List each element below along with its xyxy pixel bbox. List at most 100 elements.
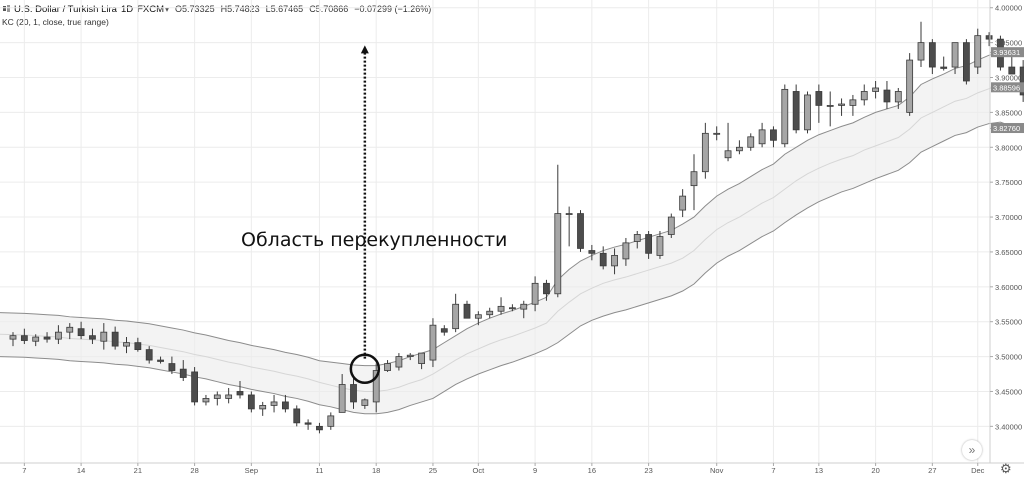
- candle-body: [679, 195, 687, 211]
- price-axis[interactable]: 4.00000 3.95000 3.90000 3.85000 3.80000 3.750…: [989, 0, 1022, 463]
- candle-body: [191, 371, 199, 403]
- gear-icon[interactable]: ⚙: [1000, 461, 1012, 476]
- price-label-text: 3.88596: [993, 83, 1020, 92]
- candle-body: [713, 132, 721, 135]
- time-tick-label: 14: [77, 466, 85, 475]
- candle-body: [452, 303, 460, 330]
- ohlc-change: −0.07299 (−1.26%): [354, 4, 432, 14]
- candle-body: [531, 282, 539, 305]
- candle-body: [781, 88, 789, 145]
- candle-body: [77, 328, 85, 337]
- time-tick-label: 16: [588, 466, 596, 475]
- candle-body: [770, 129, 777, 141]
- candle-body: [963, 42, 970, 82]
- time-tick-label: 23: [644, 466, 652, 475]
- time-tick-label: Nov: [710, 466, 724, 475]
- price-tick-label: 3.90000: [995, 74, 1022, 83]
- candles-icon[interactable]: [2, 4, 11, 13]
- candle-body: [100, 331, 108, 342]
- candle-body: [736, 146, 743, 152]
- time-tick-label: 25: [429, 466, 437, 475]
- candle-body: [157, 359, 164, 362]
- candle-body: [611, 255, 618, 267]
- annotation-arrow: [349, 45, 381, 385]
- price-tick-label: 3.55000: [995, 318, 1022, 327]
- candle-body: [577, 213, 584, 249]
- price-tick-label: 3.50000: [995, 353, 1022, 362]
- ohlc-close: C5.70866: [309, 4, 349, 14]
- candle-body: [543, 282, 550, 295]
- candle-body: [1008, 66, 1016, 75]
- candle-body: [474, 314, 482, 319]
- candle-body: [293, 408, 301, 424]
- indicator-legend[interactable]: KC (20, 1, close, true range): [2, 17, 109, 27]
- candle-body: [270, 401, 278, 406]
- time-tick-label: 18: [372, 466, 380, 475]
- data-source: FXCM: [137, 4, 165, 15]
- candle-body: [89, 335, 96, 340]
- time-tick-label: Sep: [245, 466, 258, 475]
- candle-body: [395, 356, 403, 368]
- symbol-name[interactable]: U.S. Dollar / Turkish Lira: [14, 4, 117, 15]
- candle-body: [883, 89, 891, 103]
- time-tick-label: Oct: [473, 466, 486, 475]
- timeframe[interactable]: 1D: [120, 4, 134, 15]
- candle-body: [599, 252, 607, 267]
- chevron-down-icon[interactable]: ▾: [165, 5, 170, 14]
- ohlc-low: L5.67465: [265, 4, 304, 14]
- candle-body: [940, 66, 948, 69]
- candle-body: [123, 342, 130, 347]
- candle-body: [316, 425, 323, 431]
- candle-body: [633, 234, 641, 242]
- candle-body: [974, 35, 982, 68]
- candle-body: [281, 401, 289, 410]
- candle-body: [1019, 66, 1024, 96]
- price-label-box: [991, 47, 1024, 58]
- candle-body: [622, 242, 630, 260]
- candle-body: [66, 326, 74, 333]
- price-tick-label: 3.60000: [995, 283, 1022, 292]
- price-tick-label: 3.65000: [995, 248, 1022, 257]
- price-tick-label: 3.85000: [995, 108, 1022, 117]
- candle-body: [701, 132, 709, 173]
- price-tick-label: 3.45000: [995, 387, 1022, 396]
- kc-band-fill: [0, 52, 1012, 414]
- candle-body: [656, 236, 664, 256]
- time-axis[interactable]: 7 14 21 28 Sep 11 18 25 Oct 9 16 23 Nov 7 13 20 27 Dec: [0, 462, 1024, 475]
- price-label-box: [991, 82, 1024, 93]
- time-tick-label: 27: [928, 466, 936, 475]
- time-tick-label: 21: [134, 466, 142, 475]
- price-tick-label: 4.00000: [995, 4, 1022, 13]
- candle-body: [758, 129, 766, 145]
- candle-body: [9, 335, 17, 340]
- overbought-annotation: Область перекупленности: [241, 229, 508, 251]
- scroll-to-latest-button[interactable]: »: [962, 440, 982, 460]
- candle-body: [429, 324, 437, 361]
- candle-body: [554, 213, 562, 295]
- indicator-label[interactable]: KC (20, 1, close, true range): [2, 17, 109, 27]
- kc-middle-line: [0, 86, 1012, 392]
- candle-body: [236, 391, 244, 396]
- candle-body: [838, 103, 845, 106]
- candle-body: [645, 234, 652, 254]
- price-label-text: 3.82760: [993, 124, 1020, 133]
- candle-body: [43, 336, 51, 340]
- price-tick-label: 3.70000: [995, 213, 1022, 222]
- price-label-box: [991, 123, 1024, 134]
- time-tick-label: 28: [190, 466, 198, 475]
- candle-body: [32, 336, 40, 342]
- candle-body: [906, 59, 914, 113]
- candle-body: [304, 422, 312, 425]
- price-tick-label: 3.40000: [995, 422, 1022, 431]
- candle-body: [667, 216, 675, 235]
- candle-body: [327, 415, 335, 427]
- candle-body: [202, 398, 210, 403]
- candle-body: [384, 363, 391, 371]
- time-tick-label: 7: [22, 466, 26, 475]
- candle-body: [145, 349, 153, 361]
- candle-body: [724, 150, 732, 159]
- highlight-circle: [349, 353, 381, 385]
- price-tick-label: 3.75000: [995, 178, 1022, 187]
- candle-body: [985, 35, 993, 40]
